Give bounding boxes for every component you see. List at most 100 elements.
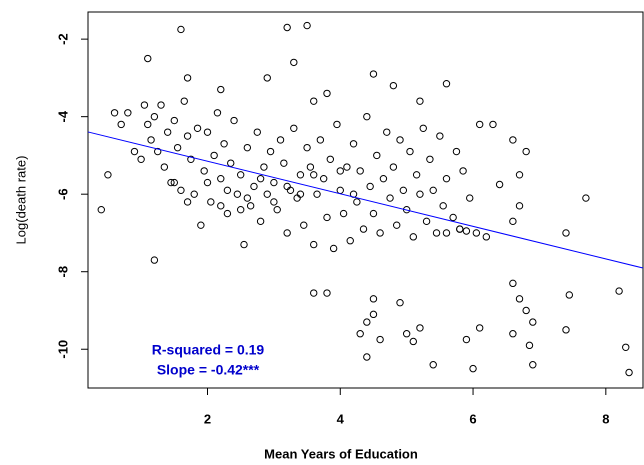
- point: [509, 330, 517, 338]
- point: [240, 240, 248, 249]
- plot-frame: [87, 11, 644, 389]
- point: [283, 23, 291, 32]
- point: [170, 116, 179, 125]
- point: [529, 361, 537, 369]
- point: [97, 205, 105, 214]
- point: [422, 217, 431, 226]
- point: [366, 182, 374, 191]
- point: [373, 151, 381, 160]
- point: [509, 279, 517, 288]
- point: [363, 318, 371, 326]
- point: [104, 171, 112, 179]
- point: [436, 132, 444, 140]
- point: [306, 163, 315, 171]
- point: [246, 202, 255, 210]
- point: [266, 147, 275, 156]
- point: [220, 140, 228, 148]
- point: [273, 205, 281, 214]
- point: [217, 85, 225, 94]
- point: [323, 289, 331, 297]
- point: [183, 74, 192, 82]
- point: [416, 97, 424, 105]
- point: [356, 167, 364, 175]
- point: [110, 109, 119, 117]
- point: [489, 120, 497, 129]
- point: [346, 237, 354, 245]
- point: [509, 217, 517, 226]
- point: [310, 171, 318, 179]
- point: [466, 194, 474, 202]
- point: [147, 136, 155, 144]
- point: [303, 21, 311, 30]
- point: [200, 167, 208, 175]
- x-tick-label: 6: [469, 411, 476, 426]
- point: [163, 128, 172, 136]
- point: [203, 178, 212, 187]
- point: [256, 174, 265, 183]
- point: [333, 120, 341, 129]
- point: [323, 89, 331, 98]
- point: [160, 163, 169, 171]
- x-tick-label: 2: [204, 411, 211, 426]
- point: [625, 368, 633, 377]
- point: [140, 101, 149, 109]
- y-tick-label: -2: [55, 33, 70, 45]
- point: [412, 171, 421, 179]
- point: [363, 112, 371, 121]
- point: [376, 335, 384, 344]
- point: [515, 202, 524, 210]
- point: [369, 310, 378, 319]
- point: [509, 136, 517, 144]
- point: [343, 163, 351, 171]
- point: [283, 182, 291, 191]
- point: [369, 209, 378, 218]
- point: [565, 291, 574, 299]
- point: [396, 136, 404, 144]
- point: [233, 190, 242, 198]
- point: [353, 198, 361, 206]
- point: [310, 240, 318, 249]
- y-tick-label: -10: [55, 340, 70, 359]
- point: [562, 229, 570, 237]
- point: [522, 306, 530, 315]
- point: [356, 330, 364, 338]
- point: [263, 190, 271, 198]
- point: [462, 227, 471, 235]
- point: [290, 58, 298, 67]
- point: [336, 186, 344, 195]
- point: [130, 147, 139, 156]
- point: [286, 186, 295, 195]
- point: [177, 25, 185, 34]
- point: [615, 287, 623, 295]
- point: [250, 182, 258, 191]
- point: [452, 147, 461, 156]
- point: [150, 256, 159, 264]
- point: [213, 109, 222, 117]
- point: [386, 194, 394, 202]
- point: [253, 128, 261, 136]
- point: [270, 198, 278, 206]
- point: [399, 186, 408, 195]
- point: [243, 194, 252, 202]
- point: [310, 289, 318, 297]
- point: [459, 167, 467, 175]
- point: [329, 244, 338, 253]
- point: [409, 233, 417, 241]
- point: [276, 136, 285, 144]
- point: [439, 202, 447, 210]
- point: [173, 143, 182, 152]
- point: [469, 364, 477, 373]
- point: [339, 209, 348, 218]
- point: [183, 132, 192, 140]
- point: [217, 174, 225, 183]
- point: [393, 221, 401, 229]
- point: [144, 120, 152, 129]
- point: [230, 116, 238, 125]
- point: [515, 171, 524, 179]
- point: [369, 70, 378, 78]
- point: [300, 221, 308, 229]
- point: [263, 74, 271, 82]
- y-tick-label: -4: [55, 110, 70, 122]
- point: [117, 120, 125, 129]
- point: [150, 112, 159, 121]
